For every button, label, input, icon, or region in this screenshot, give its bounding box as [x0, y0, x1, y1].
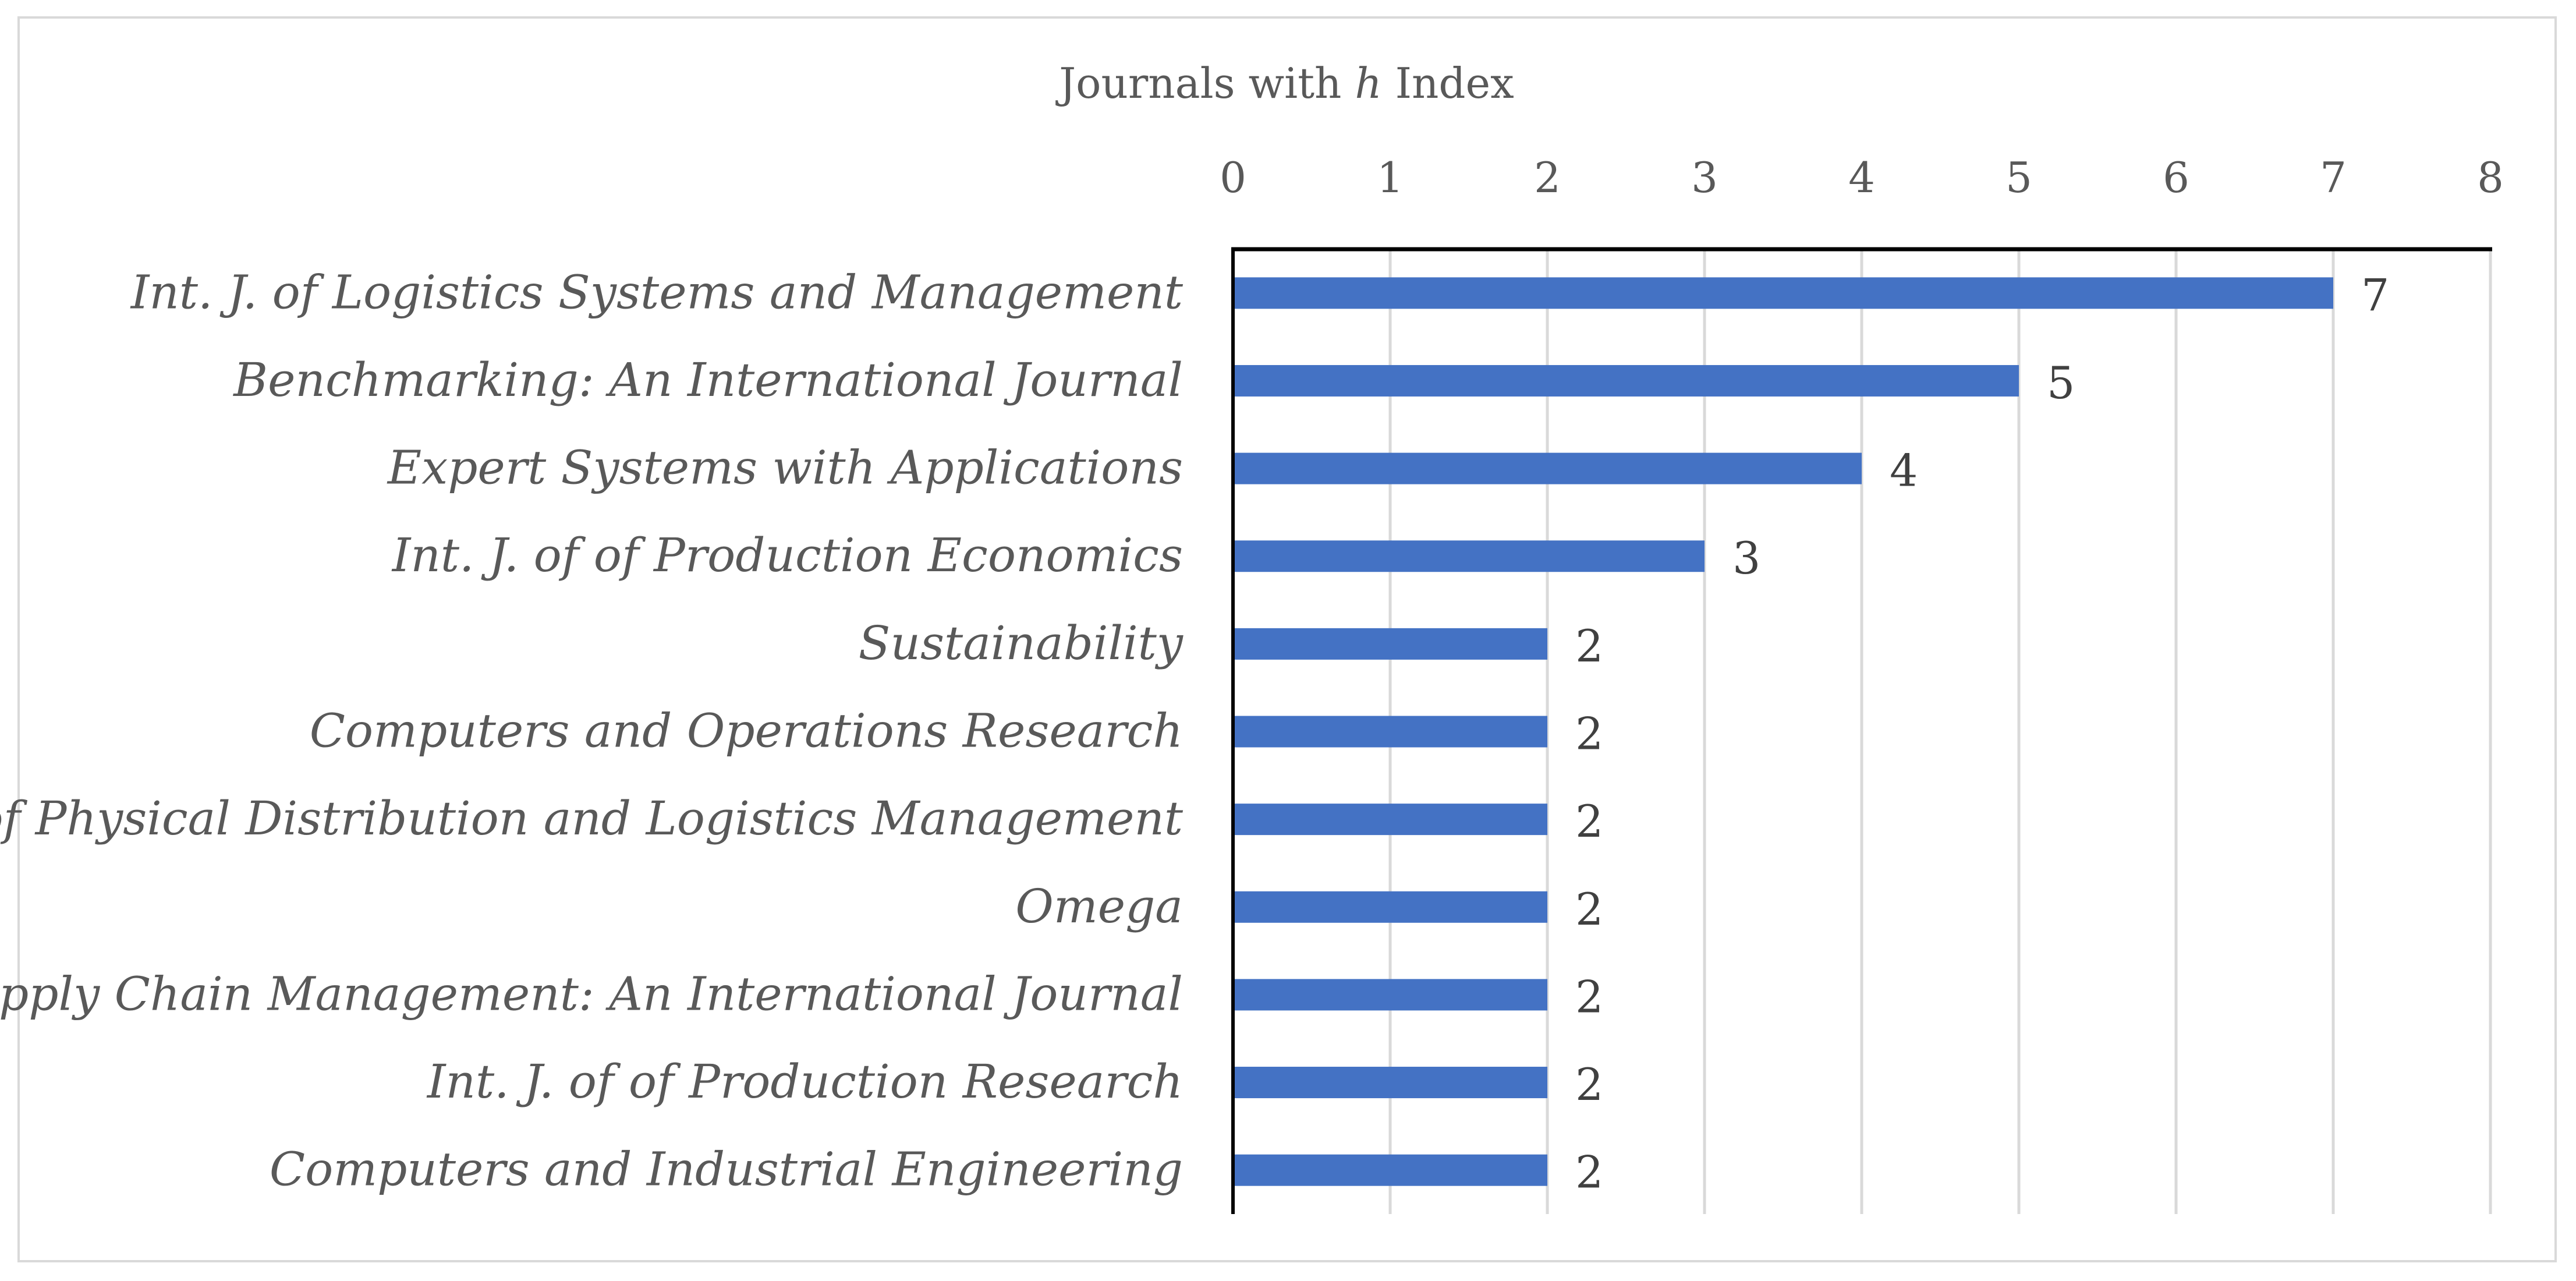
x-tick-label: 8 — [2477, 153, 2504, 202]
bar — [1233, 891, 1547, 923]
category-label: Expert Systems with Applications — [387, 441, 1183, 495]
data-label: 2 — [1575, 620, 1603, 672]
chart-title-italic: h — [1355, 59, 1381, 108]
bar — [1233, 1067, 1547, 1099]
bar — [1233, 979, 1547, 1011]
category-label: Int. J. of Physical Distribution and Log… — [0, 791, 1184, 845]
data-label: 2 — [1575, 971, 1603, 1022]
category-label: Int. J. of of Production Economics — [391, 528, 1183, 582]
category-label: Int. J. of of Production Research — [426, 1054, 1183, 1109]
bar — [1233, 452, 1862, 484]
data-label: 2 — [1575, 708, 1603, 760]
data-label: 3 — [1732, 532, 1760, 584]
chart-title-suffix: Index — [1382, 59, 1514, 108]
x-axis-ticks: 0 1 2 3 4 5 6 7 8 — [1220, 153, 2504, 202]
data-label: 2 — [1575, 795, 1603, 847]
category-labels: Int. J. of Logistics Systems and Managem… — [0, 265, 1184, 1196]
chart-title: Journals with h Index — [1055, 59, 1514, 108]
bar — [1233, 716, 1547, 748]
category-label: Omega — [1015, 879, 1183, 933]
bar — [1233, 540, 1705, 572]
x-tick-label: 1 — [1377, 153, 1404, 202]
category-label: Computers and Operations Research — [310, 704, 1183, 758]
x-tick-label: 2 — [1534, 153, 1561, 202]
x-tick-label: 5 — [2005, 153, 2032, 202]
data-label: 4 — [1890, 445, 1918, 497]
data-label: 7 — [2361, 269, 2389, 321]
bar — [1233, 1154, 1547, 1186]
category-label: Computers and Industrial Engineering — [270, 1142, 1183, 1197]
category-label: Benchmarking: An International Journal — [232, 353, 1183, 407]
data-label: 5 — [2047, 357, 2075, 409]
bar — [1233, 628, 1547, 660]
bar — [1233, 365, 2019, 397]
x-tick-label: 7 — [2320, 153, 2347, 202]
axes — [1231, 247, 2492, 1214]
bars — [1233, 277, 2333, 1186]
value-labels: 7 5 4 3 2 2 2 2 2 2 2 — [1575, 269, 2389, 1198]
bar — [1233, 277, 2333, 309]
data-label: 2 — [1575, 883, 1603, 935]
x-tick-label: 3 — [1691, 153, 1718, 202]
x-tick-label: 4 — [1848, 153, 1875, 202]
category-label: Sustainability — [859, 616, 1184, 670]
x-tick-label: 0 — [1220, 153, 1246, 202]
data-label: 2 — [1575, 1059, 1603, 1110]
gridlines — [1388, 249, 2492, 1214]
data-label: 2 — [1575, 1146, 1603, 1198]
x-tick-label: 6 — [2163, 153, 2189, 202]
category-label: Int. J. of Logistics Systems and Managem… — [130, 265, 1184, 319]
category-label: Supply Chain Management: An Internationa… — [0, 967, 1183, 1021]
chart-title-prefix: Journals with — [1055, 59, 1355, 108]
bar — [1233, 804, 1547, 836]
